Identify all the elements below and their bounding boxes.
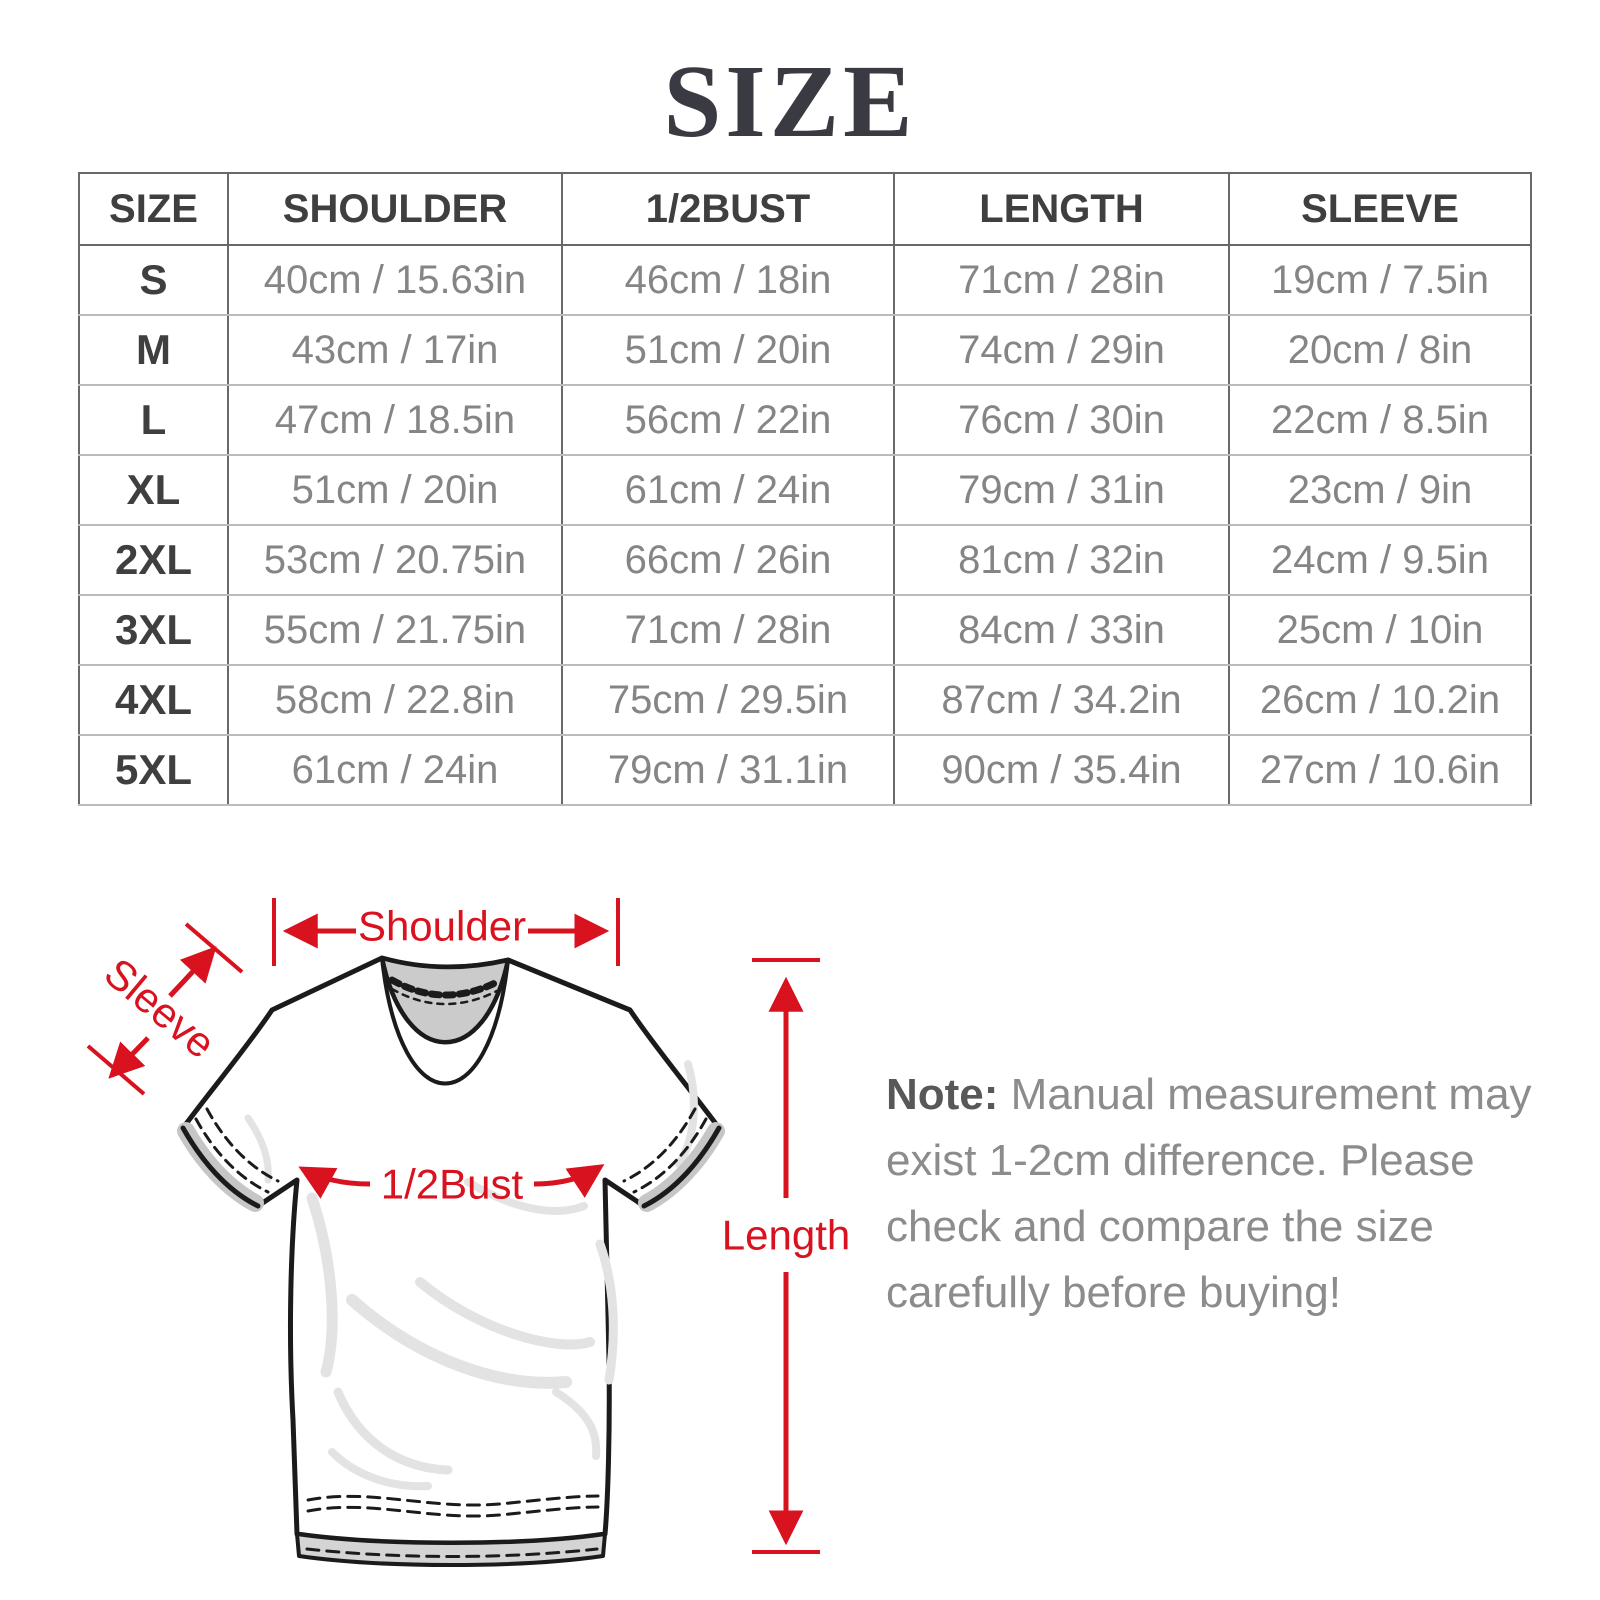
sleeve-cell: 25cm / 10in (1228, 594, 1532, 666)
size-label: S (78, 244, 229, 316)
sleeve-cell: 26cm / 10.2in (1228, 664, 1532, 736)
bottom-hem (295, 1494, 607, 1567)
right-cuff (622, 1107, 725, 1212)
size-chart-table-wrap: SIZE SHOULDER 1/2BUST LENGTH SLEEVE S 40… (78, 172, 1532, 806)
shoulder-cell: 51cm / 20in (227, 454, 563, 526)
page-title: SIZE (663, 44, 917, 159)
shoulder-cell: 43cm / 17in (227, 314, 563, 386)
bust-measure-label: 1/2Bust (381, 1161, 524, 1208)
bust-cell: 66cm / 26in (561, 524, 895, 596)
table-row: 4XL 58cm / 22.8in 75cm / 29.5in 87cm / 3… (78, 664, 1532, 736)
note-line: Note: Manual measurement may (886, 1070, 1532, 1119)
note-label: Note: (886, 1070, 999, 1119)
length-cell: 79cm / 31in (893, 454, 1230, 526)
tshirt-outline (177, 955, 725, 1567)
sleeve-cell: 19cm / 7.5in (1228, 244, 1532, 316)
size-chart-table: SIZE SHOULDER 1/2BUST LENGTH SLEEVE S 40… (78, 172, 1532, 806)
bust-cell: 51cm / 20in (561, 314, 895, 386)
sleeve-measure-label: Sleeve (96, 949, 225, 1068)
column-header-sleeve: SLEEVE (1228, 172, 1532, 246)
length-cell: 76cm / 30in (893, 384, 1230, 456)
bust-cell: 71cm / 28in (561, 594, 895, 666)
length-measure: Length (722, 958, 850, 1554)
size-label: 5XL (78, 734, 229, 806)
note-line: exist 1-2cm difference. Please (886, 1136, 1475, 1185)
bust-cell: 79cm / 31.1in (561, 734, 895, 806)
collar (379, 955, 511, 1086)
shoulder-cell: 58cm / 22.8in (227, 664, 563, 736)
bust-measure: 1/2Bust (298, 1161, 605, 1208)
length-cell: 87cm / 34.2in (893, 664, 1230, 736)
sleeve-cell: 24cm / 9.5in (1228, 524, 1532, 596)
table-row: XL 51cm / 20in 61cm / 24in 79cm / 31in 2… (78, 454, 1532, 526)
sleeve-measure: Sleeve (86, 922, 244, 1096)
shoulder-cell: 47cm / 18.5in (227, 384, 563, 456)
column-header-bust: 1/2BUST (561, 172, 895, 246)
table-row: 5XL 61cm / 24in 79cm / 31.1in 90cm / 35.… (78, 734, 1532, 806)
shoulder-cell: 61cm / 24in (227, 734, 563, 806)
left-cuff (177, 1107, 280, 1212)
table-row: 3XL 55cm / 21.75in 71cm / 28in 84cm / 33… (78, 594, 1532, 666)
sleeve-cell: 23cm / 9in (1228, 454, 1532, 526)
size-label: M (78, 314, 229, 386)
size-label: 3XL (78, 594, 229, 666)
length-cell: 71cm / 28in (893, 244, 1230, 316)
table-row: S 40cm / 15.63in 46cm / 18in 71cm / 28in… (78, 244, 1532, 316)
bust-cell: 46cm / 18in (561, 244, 895, 316)
size-label: XL (78, 454, 229, 526)
bust-cell: 56cm / 22in (561, 384, 895, 456)
sleeve-cell: 27cm / 10.6in (1228, 734, 1532, 806)
length-cell: 90cm / 35.4in (893, 734, 1230, 806)
table-row: L 47cm / 18.5in 56cm / 22in 76cm / 30in … (78, 384, 1532, 456)
column-header-shoulder: SHOULDER (227, 172, 563, 246)
sleeve-cell: 20cm / 8in (1228, 314, 1532, 386)
column-header-size: SIZE (78, 172, 229, 246)
length-measure-label: Length (722, 1212, 850, 1259)
table-row: 2XL 53cm / 20.75in 66cm / 26in 81cm / 32… (78, 524, 1532, 596)
size-label: 4XL (78, 664, 229, 736)
length-cell: 74cm / 29in (893, 314, 1230, 386)
shoulder-cell: 53cm / 20.75in (227, 524, 563, 596)
note-line: check and compare the size (886, 1202, 1434, 1251)
column-header-length: LENGTH (893, 172, 1230, 246)
table-row: M 43cm / 17in 51cm / 20in 74cm / 29in 20… (78, 314, 1532, 386)
shoulder-measure-label: Shoulder (358, 903, 526, 950)
note-line: carefully before buying! (886, 1268, 1341, 1317)
shoulder-cell: 40cm / 15.63in (227, 244, 563, 316)
sleeve-cell: 22cm / 8.5in (1228, 384, 1532, 456)
table-header-row: SIZE SHOULDER 1/2BUST LENGTH SLEEVE (78, 172, 1532, 246)
bust-cell: 75cm / 29.5in (561, 664, 895, 736)
length-cell: 84cm / 33in (893, 594, 1230, 666)
length-cell: 81cm / 32in (893, 524, 1230, 596)
size-label: 2XL (78, 524, 229, 596)
size-label: L (78, 384, 229, 456)
bust-cell: 61cm / 24in (561, 454, 895, 526)
note-text: Note: Manual measurement may exist 1-2cm… (886, 1062, 1546, 1326)
shoulder-cell: 55cm / 21.75in (227, 594, 563, 666)
shoulder-measure: Shoulder (272, 898, 620, 966)
